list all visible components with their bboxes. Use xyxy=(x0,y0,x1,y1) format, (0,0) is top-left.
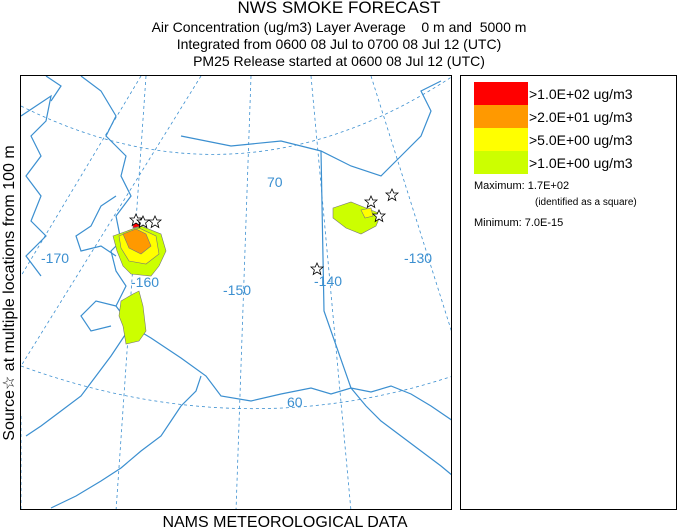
subtitle-concentration: Air Concentration (ug/m3) Layer Average … xyxy=(151,19,527,35)
source-label: Source☆ at multiple locations from 100 m xyxy=(1,145,18,441)
minimum-value: Minimum: 7.0E-15 xyxy=(474,217,564,229)
lat-label: 70 xyxy=(267,174,283,190)
lon-label: -170 xyxy=(41,250,69,266)
star-icon xyxy=(135,215,151,229)
lon-label: -150 xyxy=(223,282,251,298)
legend-label: >2.0E+01 ug/m3 xyxy=(529,108,633,125)
star-icon xyxy=(363,195,379,209)
smoke-map: -170 -160 -150 -140 -130 70 60 xyxy=(20,75,452,510)
legend-swatch xyxy=(474,151,528,174)
legend-swatch xyxy=(474,105,528,128)
legend: >1.0E+02 ug/m3 >2.0E+01 ug/m3 >5.0E+00 u… xyxy=(460,75,677,510)
smoke-plume-east xyxy=(332,201,382,235)
subtitle-release: PM25 Release started at 0600 08 Jul 12 (… xyxy=(193,53,485,69)
legend-level-2: >2.0E+01 ug/m3 xyxy=(474,105,633,128)
lon-label: -160 xyxy=(131,274,159,290)
legend-label: >5.0E+00 ug/m3 xyxy=(529,131,633,148)
legend-level-4: >1.0E+00 ug/m3 xyxy=(474,151,633,174)
lat-label: 60 xyxy=(287,394,303,410)
star-icon xyxy=(309,262,325,276)
smoke-plume-west xyxy=(112,217,167,345)
forecast-title: NWS SMOKE FORECAST xyxy=(237,0,441,17)
graticule xyxy=(21,76,451,509)
lon-label: -130 xyxy=(404,250,432,266)
footer-label: NAMS METEOROLOGICAL DATA xyxy=(162,514,408,531)
coastline xyxy=(21,76,451,509)
legend-swatch xyxy=(474,82,528,105)
subtitle-integration: Integrated from 0600 08 Jul to 0700 08 J… xyxy=(176,36,502,52)
star-icon xyxy=(384,188,400,202)
legend-swatch xyxy=(474,128,528,151)
legend-level-1: >1.0E+02 ug/m3 xyxy=(474,82,633,105)
legend-label: >1.0E+00 ug/m3 xyxy=(529,154,633,171)
legend-level-3: >5.0E+00 ug/m3 xyxy=(474,128,633,151)
star-icon xyxy=(147,215,163,229)
legend-label: >1.0E+02 ug/m3 xyxy=(529,85,633,102)
maximum-value: Maximum: 1.7E+02 xyxy=(474,180,570,192)
star-icon xyxy=(371,209,387,223)
source-stars xyxy=(128,188,400,276)
lon-label: -140 xyxy=(314,273,342,289)
maximum-note: (identified as a square) xyxy=(535,197,637,208)
star-icon xyxy=(128,213,144,227)
